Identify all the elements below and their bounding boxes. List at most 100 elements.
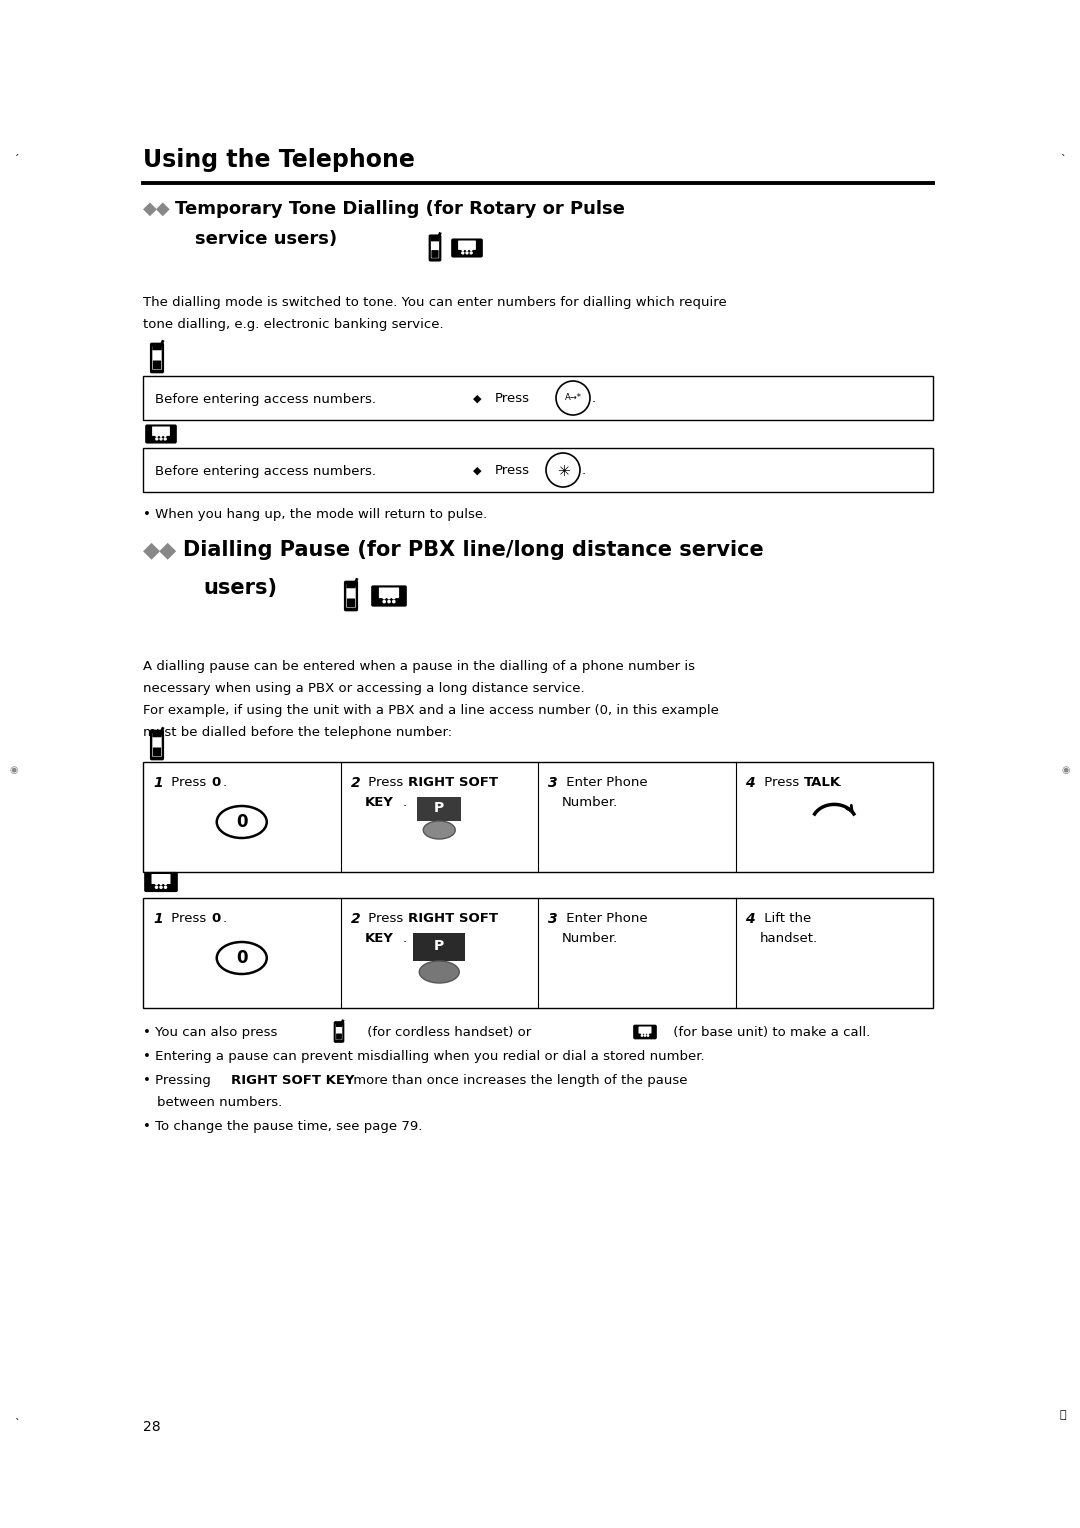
Text: ◆: ◆ [473, 466, 482, 477]
Circle shape [393, 601, 395, 602]
Text: 4: 4 [745, 912, 755, 926]
Text: 3: 3 [548, 912, 557, 926]
Circle shape [470, 252, 472, 254]
FancyBboxPatch shape [347, 582, 355, 588]
Text: Press: Press [759, 776, 804, 788]
FancyBboxPatch shape [153, 747, 161, 756]
Ellipse shape [217, 805, 267, 837]
Text: KEY: KEY [365, 796, 393, 808]
Text: 1: 1 [153, 912, 163, 926]
FancyBboxPatch shape [146, 425, 176, 443]
Ellipse shape [419, 961, 459, 983]
Circle shape [156, 434, 158, 437]
Text: ◉: ◉ [10, 766, 18, 775]
Text: Number.: Number. [562, 932, 618, 944]
FancyBboxPatch shape [347, 599, 355, 607]
Circle shape [164, 886, 166, 888]
Text: service users): service users) [195, 231, 337, 248]
Circle shape [383, 601, 386, 602]
Text: ˴: ˴ [1059, 1410, 1066, 1420]
Text: 0: 0 [237, 949, 247, 967]
Text: A dialling pause can be entered when a pause in the dialling of a phone number i: A dialling pause can be entered when a p… [143, 660, 696, 672]
Text: ◆: ◆ [473, 394, 482, 403]
Text: Press: Press [365, 912, 408, 924]
Text: .: . [222, 912, 227, 924]
Text: (for base unit) to make a call.: (for base unit) to make a call. [669, 1025, 870, 1039]
Text: Before entering access numbers.: Before entering access numbers. [156, 465, 376, 477]
FancyBboxPatch shape [152, 426, 170, 435]
Circle shape [467, 252, 468, 254]
FancyBboxPatch shape [336, 1022, 342, 1027]
Bar [143, 376, 933, 420]
Text: 28: 28 [143, 1420, 161, 1433]
Circle shape [393, 596, 395, 599]
Text: Before entering access numbers.: Before entering access numbers. [156, 393, 376, 405]
Text: ˋ: ˋ [1061, 154, 1066, 165]
Text: P: P [434, 801, 444, 814]
Text: Enter Phone: Enter Phone [562, 776, 648, 788]
Ellipse shape [423, 821, 456, 839]
Circle shape [156, 439, 158, 440]
FancyBboxPatch shape [335, 1022, 343, 1042]
Circle shape [388, 601, 390, 602]
Text: 0: 0 [211, 776, 220, 788]
Text: 2: 2 [351, 912, 360, 926]
Text: Enter Phone: Enter Phone [562, 912, 648, 924]
FancyBboxPatch shape [458, 240, 476, 251]
FancyBboxPatch shape [145, 872, 177, 891]
FancyBboxPatch shape [453, 240, 482, 257]
Bar [143, 762, 933, 872]
FancyBboxPatch shape [430, 235, 441, 261]
FancyBboxPatch shape [151, 730, 163, 759]
Text: • When you hang up, the mode will return to pulse.: • When you hang up, the mode will return… [143, 507, 487, 521]
FancyBboxPatch shape [431, 235, 440, 241]
Text: Using the Telephone: Using the Telephone [143, 148, 415, 173]
Ellipse shape [217, 941, 267, 973]
Text: Press: Press [167, 776, 211, 788]
Text: 3: 3 [548, 776, 557, 790]
Text: RIGHT SOFT KEY: RIGHT SOFT KEY [231, 1074, 354, 1086]
Text: more than once increases the length of the pause: more than once increases the length of t… [349, 1074, 688, 1086]
Text: Press: Press [495, 465, 530, 477]
Text: RIGHT SOFT: RIGHT SOFT [408, 912, 499, 924]
Text: For example, if using the unit with a PBX and a line access number (0, in this e: For example, if using the unit with a PB… [143, 704, 719, 717]
Text: .: . [837, 776, 841, 788]
FancyBboxPatch shape [152, 347, 162, 370]
Text: tone dialling, e.g. electronic banking service.: tone dialling, e.g. electronic banking s… [143, 318, 444, 332]
FancyBboxPatch shape [347, 584, 355, 608]
FancyBboxPatch shape [151, 344, 163, 373]
Bar [143, 448, 933, 492]
Text: Lift the: Lift the [759, 912, 811, 924]
FancyBboxPatch shape [372, 587, 406, 605]
Text: P: P [434, 940, 444, 953]
Text: ◆◆: ◆◆ [143, 200, 171, 219]
Text: Press: Press [495, 393, 530, 405]
Text: ˎ: ˎ [14, 1410, 19, 1420]
Text: The dialling mode is switched to tone. You can enter numbers for dialling which : The dialling mode is switched to tone. Y… [143, 296, 727, 309]
Text: • Entering a pause can prevent misdialling when you redial or dial a stored numb: • Entering a pause can prevent misdialli… [143, 1050, 704, 1063]
Text: .: . [582, 465, 586, 477]
Text: Temporary Tone Dialling (for Rotary or Pulse: Temporary Tone Dialling (for Rotary or P… [175, 200, 625, 219]
FancyBboxPatch shape [152, 344, 162, 350]
FancyBboxPatch shape [379, 587, 400, 597]
Text: ✳: ✳ [556, 463, 569, 478]
Circle shape [556, 380, 590, 416]
Circle shape [383, 596, 386, 599]
Circle shape [462, 249, 463, 251]
Circle shape [160, 439, 162, 440]
Text: KEY: KEY [365, 932, 393, 944]
Circle shape [160, 434, 162, 437]
FancyBboxPatch shape [431, 251, 438, 258]
Text: • You can also press: • You can also press [143, 1025, 282, 1039]
Text: Press: Press [365, 776, 408, 788]
Text: .: . [592, 393, 596, 405]
Circle shape [164, 883, 166, 885]
Text: 0: 0 [237, 813, 247, 831]
Text: .: . [403, 932, 407, 944]
Circle shape [546, 452, 580, 487]
Text: 0: 0 [211, 912, 220, 924]
FancyBboxPatch shape [634, 1025, 656, 1039]
Text: TALK: TALK [804, 776, 840, 788]
FancyBboxPatch shape [431, 238, 440, 258]
Text: .: . [222, 776, 227, 788]
